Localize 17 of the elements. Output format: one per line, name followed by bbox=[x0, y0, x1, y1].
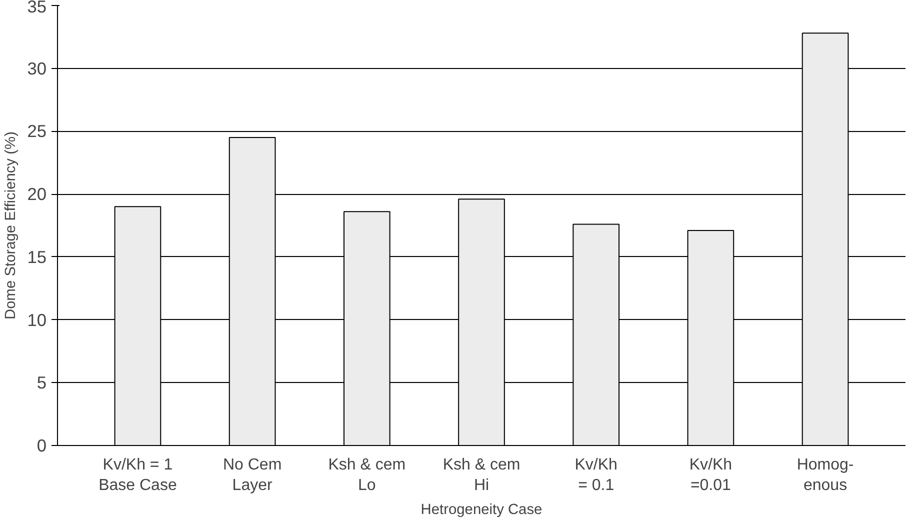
y-tick-label: 25 bbox=[27, 121, 47, 142]
y-tick-label: 10 bbox=[27, 310, 47, 330]
y-tick-label: 20 bbox=[27, 184, 47, 204]
x-tick-label: Ksh & cem Lo bbox=[328, 456, 406, 494]
x-tick-label: Kv/Kh =0.01 bbox=[689, 456, 732, 494]
x-tick-label: No Cem Layer bbox=[222, 456, 282, 494]
y-tick-label: 30 bbox=[27, 58, 47, 78]
x-tick-label: Kv/Kh = 1 Base Case bbox=[98, 456, 177, 494]
y-axis-title: Dome Storage Efficiency (%) bbox=[3, 132, 20, 320]
x-tick-label: Ksh & cem Hi bbox=[442, 456, 520, 494]
y-tick-label: 15 bbox=[27, 246, 47, 267]
x-tick-label: Homog- enous bbox=[796, 456, 854, 494]
y-tick-label: 0 bbox=[36, 436, 47, 456]
x-tick-label: Kv/Kh = 0.1 bbox=[574, 456, 618, 494]
x-axis-title: Hetrogeneity Case bbox=[420, 502, 542, 518]
y-tick-label: 35 bbox=[27, 0, 47, 16]
y-tick-label: 5 bbox=[36, 372, 47, 393]
